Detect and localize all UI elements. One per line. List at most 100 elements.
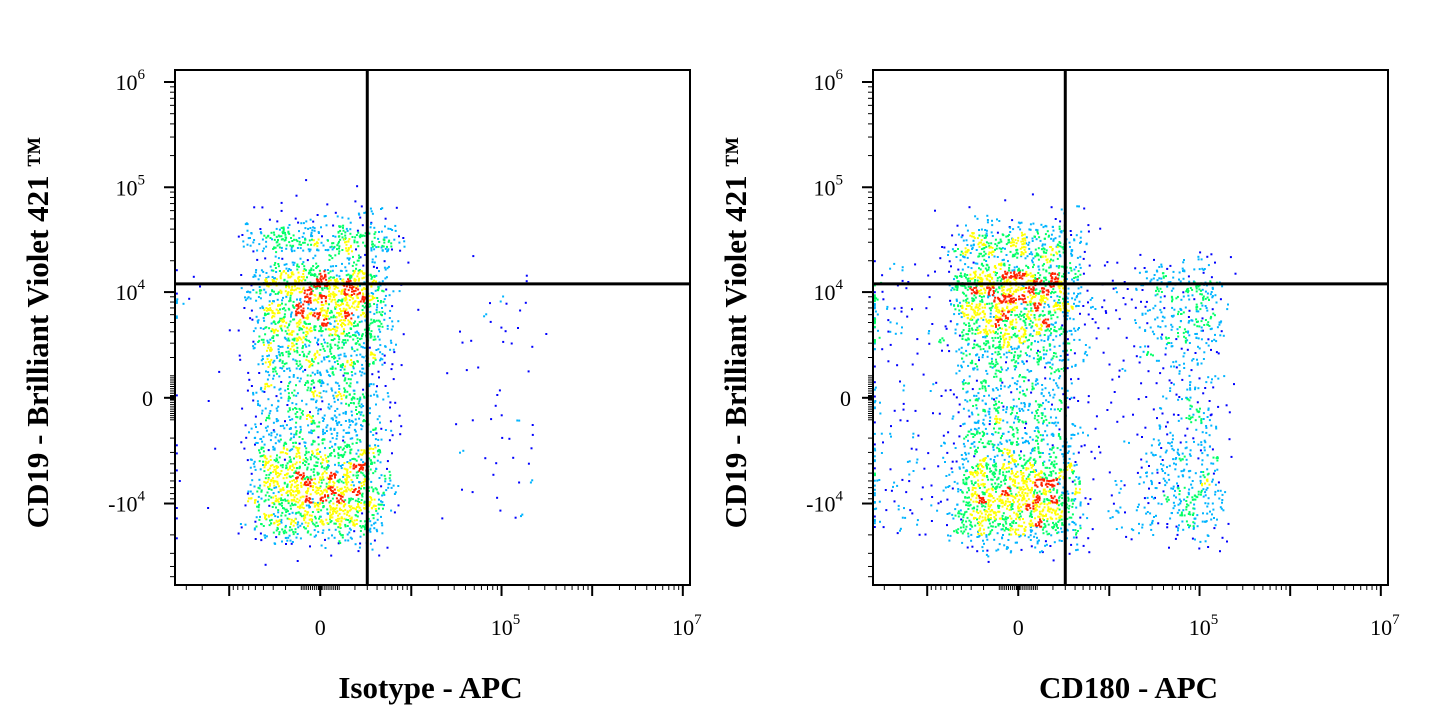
event-dot <box>1059 220 1062 223</box>
event-dot <box>277 509 280 512</box>
event-dot <box>349 451 352 454</box>
event-dot <box>495 462 498 465</box>
event-dot <box>1079 516 1082 519</box>
event-dot <box>881 290 884 293</box>
event-dot <box>1118 369 1121 372</box>
event-dot <box>330 352 333 355</box>
event-dot <box>322 523 325 526</box>
event-dot <box>318 269 321 272</box>
event-dot <box>292 520 295 522</box>
event-dot <box>313 529 316 532</box>
event-dot <box>322 277 325 280</box>
event-dot <box>255 299 258 302</box>
event-dot <box>361 371 364 374</box>
event-dot <box>1017 221 1020 224</box>
event-dot <box>333 455 336 458</box>
event-dot <box>376 306 379 309</box>
event-dot <box>267 498 270 501</box>
event-dot <box>364 480 366 483</box>
event-dot <box>272 421 275 424</box>
event-dot <box>988 256 990 259</box>
event-dot <box>318 292 321 295</box>
event-dot <box>340 310 342 312</box>
event-dot <box>316 508 319 511</box>
event-dot <box>1090 306 1092 309</box>
event-dot <box>286 494 289 497</box>
event-dot <box>364 520 367 523</box>
event-dot <box>353 489 356 491</box>
event-dot <box>310 235 313 238</box>
event-dot <box>321 235 323 238</box>
event-dot <box>329 292 332 295</box>
event-dot <box>331 371 334 374</box>
event-dot <box>257 509 260 512</box>
event-dot <box>1173 308 1176 311</box>
event-dot <box>297 305 300 308</box>
event-dot <box>297 364 300 367</box>
event-dot <box>1234 272 1237 275</box>
event-dot <box>254 343 257 346</box>
event-dot <box>1183 367 1186 369</box>
event-dot <box>287 276 290 279</box>
event-dot <box>332 316 335 319</box>
event-dot <box>376 303 379 306</box>
event-dot <box>306 332 309 335</box>
event-dot <box>335 303 338 306</box>
event-dot <box>261 390 264 393</box>
event-dot <box>321 520 324 523</box>
event-dot <box>1203 446 1206 449</box>
event-dot <box>1187 316 1190 318</box>
event-dot <box>896 484 899 487</box>
event-dot <box>1196 401 1199 404</box>
event-dot <box>371 352 374 355</box>
event-dot <box>252 275 255 278</box>
event-dot <box>310 514 313 517</box>
event-dot <box>369 394 372 397</box>
y-tick-label: -104 <box>108 489 145 517</box>
event-dot <box>276 329 279 332</box>
event-dot <box>272 339 275 342</box>
event-dot <box>322 433 325 436</box>
event-dot <box>261 454 264 457</box>
event-dot <box>330 554 333 557</box>
event-dot <box>1199 479 1202 482</box>
event-dot <box>958 403 961 406</box>
event-dot <box>989 416 992 419</box>
event-dot <box>321 473 324 476</box>
event-dot <box>358 411 360 414</box>
event-dot <box>175 301 178 303</box>
event-dot <box>357 269 360 272</box>
event-dot <box>1075 234 1078 237</box>
event-dot <box>963 422 966 425</box>
event-dot <box>315 461 318 464</box>
event-dot <box>343 490 346 493</box>
event-dot <box>1199 475 1202 478</box>
event-dot <box>285 472 288 475</box>
event-dot <box>459 451 461 454</box>
event-dot <box>278 474 280 477</box>
event-dot <box>273 448 276 451</box>
event-dot <box>307 424 310 427</box>
event-dot <box>356 323 359 326</box>
event-dot <box>363 298 366 301</box>
event-dot <box>1037 349 1039 352</box>
event-dot <box>976 536 979 538</box>
event-dot <box>1171 325 1174 328</box>
event-dot <box>1061 311 1064 314</box>
event-dot <box>358 343 361 346</box>
event-dot <box>1052 388 1055 391</box>
event-dot <box>1002 534 1004 536</box>
event-dot <box>276 459 279 461</box>
event-dot <box>1084 350 1087 353</box>
event-dot <box>374 358 377 361</box>
event-dot <box>322 505 325 507</box>
event-dot <box>1086 517 1089 520</box>
event-dot <box>319 295 322 298</box>
event-dot <box>873 291 876 294</box>
event-dot <box>291 292 294 295</box>
event-dot <box>274 323 277 325</box>
event-dot <box>333 414 336 417</box>
event-dot <box>282 486 285 489</box>
event-dot <box>1026 368 1029 371</box>
event-dot <box>351 481 354 484</box>
